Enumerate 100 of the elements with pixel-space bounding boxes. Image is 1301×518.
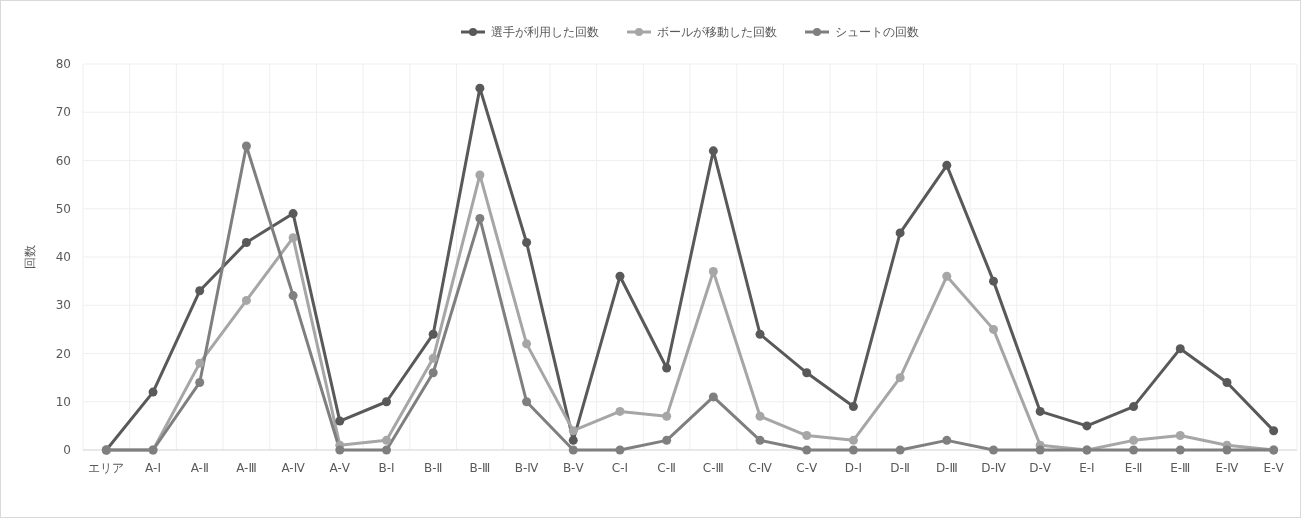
point (802, 431, 812, 441)
point (195, 377, 205, 387)
point (755, 435, 765, 445)
x-tick-label: B-Ⅰ (378, 461, 395, 475)
point (288, 209, 298, 219)
y-tick-label: 0 (63, 443, 71, 457)
x-tick-label: C-Ⅴ (796, 461, 818, 475)
point (942, 435, 952, 445)
x-tick-label: C-Ⅰ (611, 461, 629, 475)
point (382, 445, 391, 455)
x-tick-label: E-Ⅰ (1079, 461, 1095, 475)
point (895, 228, 905, 238)
point (802, 445, 812, 455)
y-tick-label: 60 (55, 153, 71, 168)
point (288, 233, 298, 243)
x-tick-label: E-Ⅲ (1170, 461, 1191, 475)
x-tick-label: B-Ⅳ (514, 461, 539, 475)
point (195, 286, 205, 296)
point (989, 445, 998, 455)
legend-label: シュートの回数 (835, 25, 919, 39)
y-tick-label: 30 (55, 298, 71, 313)
point (568, 445, 578, 455)
point (1082, 421, 1092, 431)
point (568, 426, 578, 436)
x-tick-label: C-Ⅳ (748, 461, 772, 475)
point (755, 411, 765, 421)
point (428, 353, 438, 363)
y-tick-label: 20 (55, 346, 71, 361)
point (522, 339, 532, 349)
y-tick-label: 70 (55, 105, 71, 120)
y-tick-label: 10 (55, 394, 71, 409)
point (522, 397, 532, 407)
point (335, 416, 345, 426)
point (895, 445, 905, 455)
point (1175, 431, 1185, 441)
point (615, 406, 625, 416)
point (195, 358, 205, 368)
x-tick-label: B-Ⅲ (469, 461, 491, 475)
y-tick-label: 80 (55, 57, 71, 71)
point (382, 435, 391, 445)
point (428, 329, 438, 339)
point (1222, 377, 1232, 387)
point (522, 238, 532, 248)
point (1035, 406, 1045, 416)
x-tick-label: D-Ⅰ (844, 461, 862, 475)
point (708, 266, 718, 276)
point (475, 170, 485, 180)
legend-label: ボールが移動した回数 (657, 25, 777, 39)
x-tick-label: D-Ⅱ (890, 461, 910, 475)
point (335, 445, 345, 455)
point (241, 238, 251, 248)
point (802, 368, 812, 378)
point (942, 271, 952, 281)
y-tick-label: 40 (55, 250, 71, 264)
point (708, 146, 718, 156)
x-tick-label: A-Ⅴ (329, 461, 351, 475)
point (568, 435, 578, 445)
point (241, 295, 251, 305)
x-tick-label: A-Ⅱ (190, 461, 209, 475)
x-tick-label: エリア (88, 461, 125, 475)
point (1129, 435, 1139, 445)
point (989, 276, 998, 286)
x-tick-label: C-Ⅱ (657, 461, 676, 475)
point (708, 392, 718, 402)
legend-label: 選手が利用した回数 (491, 25, 599, 39)
point (1175, 344, 1185, 354)
point (662, 363, 672, 373)
point (475, 213, 485, 223)
x-tick-label: A-Ⅲ (236, 461, 257, 475)
x-tick-label: A-Ⅳ (281, 461, 305, 475)
point (895, 373, 905, 383)
point (848, 402, 858, 412)
point (755, 329, 765, 339)
y-axis-title: 回数 (23, 245, 37, 269)
x-tick-label: E-Ⅳ (1215, 461, 1239, 475)
point (989, 324, 998, 334)
point (1129, 402, 1139, 412)
point (241, 141, 251, 151)
point (1222, 445, 1232, 455)
point (615, 445, 625, 455)
point (288, 291, 298, 301)
x-tick-label: C-Ⅲ (702, 461, 724, 475)
x-tick-label: B-Ⅱ (423, 461, 443, 475)
point (848, 435, 858, 445)
x-tick-label: D-Ⅳ (981, 461, 1006, 475)
x-tick-label: E-Ⅱ (1124, 461, 1143, 475)
point (1129, 445, 1139, 455)
point (1175, 445, 1185, 455)
x-tick-label: E-Ⅴ (1263, 461, 1285, 475)
point (662, 411, 672, 421)
point (428, 368, 438, 378)
point (148, 387, 158, 397)
x-tick-label: B-Ⅴ (562, 461, 585, 475)
point (475, 83, 485, 93)
x-tick-label: D-Ⅲ (935, 461, 958, 475)
point (382, 397, 391, 407)
point (1269, 426, 1279, 436)
point (848, 445, 858, 455)
x-tick-label: A-Ⅰ (145, 461, 161, 475)
point (662, 435, 672, 445)
